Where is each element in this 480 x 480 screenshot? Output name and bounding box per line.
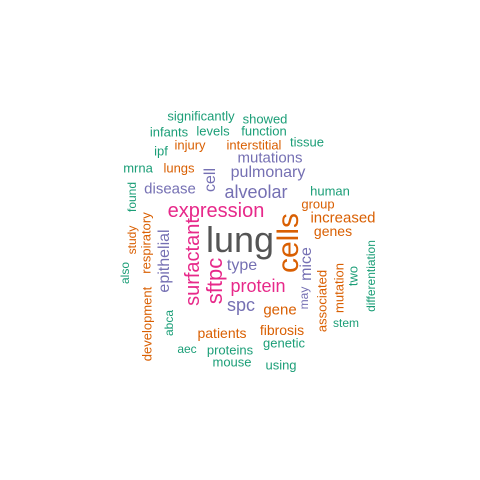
word-patients: patients [197, 325, 247, 341]
word-cell: cell [202, 167, 219, 193]
word-levels: levels [196, 123, 230, 139]
word-lung: lung [205, 219, 275, 260]
word-fibrosis: fibrosis [259, 322, 305, 338]
word-stem: stem [332, 316, 360, 330]
word-type: type [226, 257, 258, 274]
word-infants: infants [149, 124, 189, 140]
word-group: group [301, 196, 335, 212]
word-spc: spc [226, 295, 256, 315]
word-protein: protein [230, 276, 286, 296]
word-interstitial: interstitial [226, 137, 282, 153]
word-sftpc: sftpc [202, 257, 227, 305]
word-function: function [241, 123, 287, 139]
word-mutations: mutations [237, 149, 303, 167]
word-ipf: ipf [154, 143, 168, 159]
word-showed: showed [242, 111, 288, 127]
word-may: may [297, 286, 311, 310]
word-proteins: proteins [206, 342, 254, 358]
word-pulmonary: pulmonary [230, 164, 306, 181]
word-differentiation: differentiation [364, 240, 378, 312]
word-associated: associated [314, 269, 330, 333]
word-genes: genes [313, 223, 353, 239]
word-alveolar: alveolar [224, 182, 288, 202]
word-found: found [125, 181, 139, 213]
word-mrna: mrna [123, 160, 153, 176]
word-development: development [139, 286, 155, 362]
word-using: using [265, 357, 297, 373]
word-lungs: lungs [163, 160, 195, 176]
word-disease: disease [144, 180, 196, 198]
word-tissue: tissue [290, 134, 324, 150]
word-injury: injury [174, 137, 206, 153]
word-aec: aec [177, 342, 197, 356]
word-abca: abca [162, 309, 176, 337]
word-gene: gene [263, 301, 297, 319]
word-mouse: mouse [212, 354, 252, 370]
word-mice: mice [298, 247, 315, 281]
word-surfactant: surfactant [182, 218, 204, 306]
word-study: study [125, 225, 139, 255]
word-expression: expression [167, 200, 265, 222]
word-human: human [310, 183, 350, 199]
word-genetic: genetic [263, 335, 305, 351]
word-respiratory: respiratory [138, 212, 154, 274]
word-mutation: mutation [331, 263, 347, 313]
word-also: also [118, 261, 132, 285]
word-increased: increased [310, 209, 376, 227]
word-epithelial: epithelial [156, 229, 173, 293]
word-significantly: significantly [167, 108, 235, 124]
word-two: two [345, 265, 361, 287]
